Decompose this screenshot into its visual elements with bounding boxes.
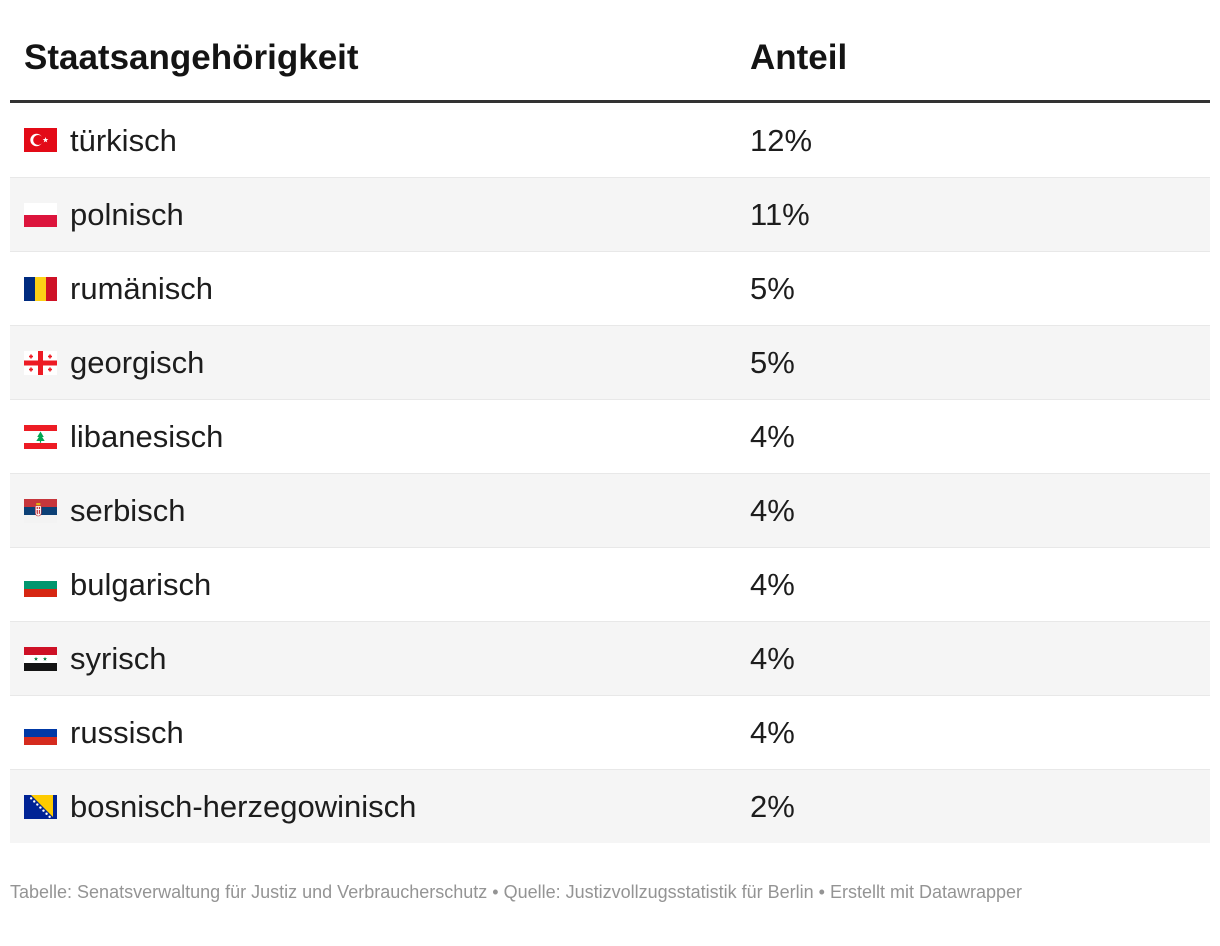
column-header-anteil: Anteil: [750, 38, 848, 77]
share-value: 4%: [750, 493, 795, 528]
attribution-footer: Tabelle: Senatsverwaltung für Justiz und…: [10, 882, 1023, 902]
share-value: 2%: [750, 789, 795, 824]
share-value: 11%: [750, 197, 810, 232]
share-value: 5%: [750, 271, 795, 306]
table-row: syrisch 4%: [10, 621, 1210, 695]
table-row: libanesisch 4%: [10, 399, 1210, 473]
syria-flag-icon: [24, 646, 57, 671]
datawrapper-table-chart: Staatsangehörigkeit Anteil türkisch: [10, 12, 1210, 902]
table-header-row: Staatsangehörigkeit Anteil: [10, 12, 1210, 103]
bosnia-herzegovina-flag-icon: [24, 794, 57, 819]
table-row: rumänisch 5%: [10, 251, 1210, 325]
georgia-flag-icon: [24, 350, 57, 375]
nationality-label: syrisch: [70, 641, 167, 676]
share-value: 4%: [750, 567, 795, 602]
serbia-flag-icon: [24, 498, 57, 523]
table-row: türkisch 12%: [10, 103, 1210, 177]
nationality-label: bulgarisch: [70, 567, 212, 602]
nationality-table: Staatsangehörigkeit Anteil türkisch: [10, 12, 1210, 843]
poland-flag-icon: [24, 202, 57, 227]
share-value: 5%: [750, 345, 795, 380]
nationality-label: russisch: [70, 715, 184, 750]
table-row: georgisch 5%: [10, 325, 1210, 399]
share-value: 4%: [750, 715, 795, 750]
lebanon-flag-icon: [24, 424, 57, 449]
nationality-label: polnisch: [70, 197, 184, 232]
share-value: 12%: [750, 122, 813, 158]
bulgaria-flag-icon: [24, 572, 57, 597]
russia-flag-icon: [24, 720, 57, 745]
turkey-flag-icon: [24, 128, 57, 152]
table-row: bosnisch-herzegowinisch 2%: [10, 769, 1210, 843]
table-body: türkisch 12% polnisch 11%: [10, 103, 1210, 843]
nationality-label: bosnisch-herzegowinisch: [70, 789, 417, 824]
table-row: bulgarisch 4%: [10, 547, 1210, 621]
column-header-staatsangehoerigkeit: Staatsangehörigkeit: [24, 38, 359, 77]
share-value: 4%: [750, 419, 795, 454]
table-row: russisch 4%: [10, 695, 1210, 769]
nationality-label: türkisch: [70, 122, 177, 158]
nationality-label: serbisch: [70, 493, 186, 528]
romania-flag-icon: [24, 276, 57, 301]
nationality-label: rumänisch: [70, 271, 213, 306]
table-row: serbisch 4%: [10, 473, 1210, 547]
share-value: 4%: [750, 641, 795, 676]
table-row: polnisch 11%: [10, 177, 1210, 251]
nationality-label: georgisch: [70, 345, 205, 380]
nationality-label: libanesisch: [70, 419, 224, 454]
